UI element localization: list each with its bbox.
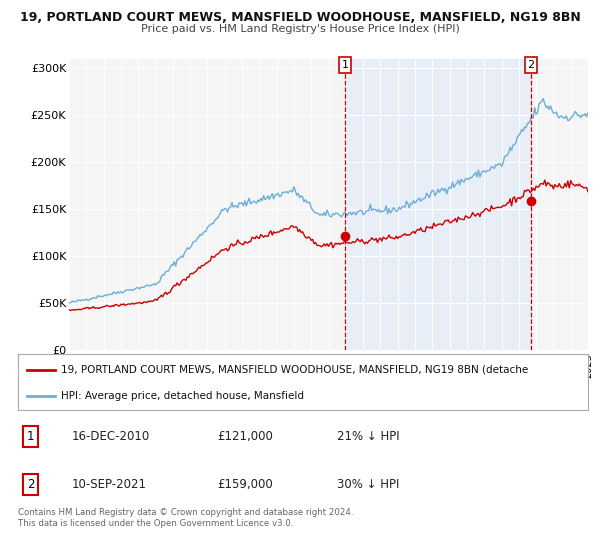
- Text: 21% ↓ HPI: 21% ↓ HPI: [337, 430, 400, 444]
- Text: 16-DEC-2010: 16-DEC-2010: [72, 430, 151, 444]
- Text: 19, PORTLAND COURT MEWS, MANSFIELD WOODHOUSE, MANSFIELD, NG19 8BN (detache: 19, PORTLAND COURT MEWS, MANSFIELD WOODH…: [61, 365, 528, 375]
- Text: 30% ↓ HPI: 30% ↓ HPI: [337, 478, 400, 491]
- Text: 19, PORTLAND COURT MEWS, MANSFIELD WOODHOUSE, MANSFIELD, NG19 8BN: 19, PORTLAND COURT MEWS, MANSFIELD WOODH…: [20, 11, 580, 24]
- Text: 1: 1: [341, 60, 349, 70]
- Text: 2: 2: [527, 60, 535, 70]
- Text: 1: 1: [27, 430, 34, 444]
- Text: £159,000: £159,000: [218, 478, 273, 491]
- Text: 10-SEP-2021: 10-SEP-2021: [72, 478, 147, 491]
- Text: Contains HM Land Registry data © Crown copyright and database right 2024.
This d: Contains HM Land Registry data © Crown c…: [18, 508, 353, 528]
- Text: £121,000: £121,000: [218, 430, 274, 444]
- Text: HPI: Average price, detached house, Mansfield: HPI: Average price, detached house, Mans…: [61, 391, 304, 401]
- Bar: [345, 59, 531, 350]
- Text: Price paid vs. HM Land Registry's House Price Index (HPI): Price paid vs. HM Land Registry's House …: [140, 24, 460, 34]
- Text: 2: 2: [27, 478, 34, 491]
